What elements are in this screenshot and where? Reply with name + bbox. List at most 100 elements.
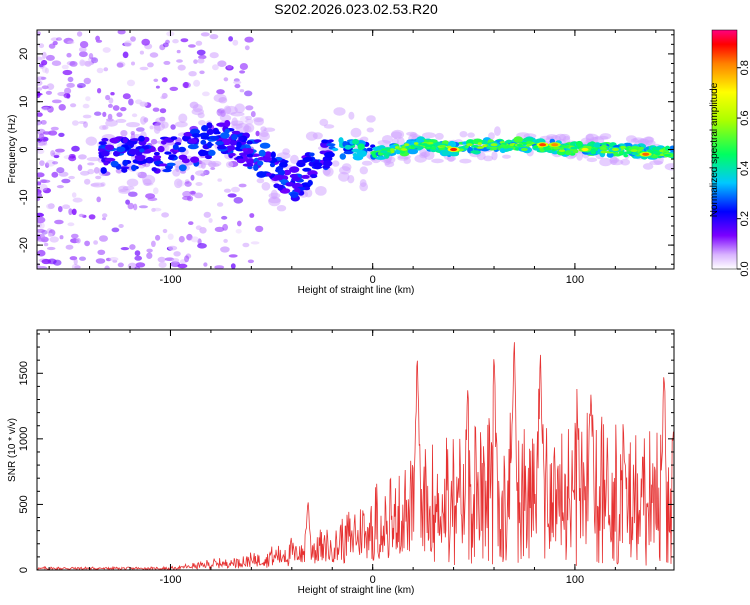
core-blob xyxy=(663,153,672,157)
noise-blob xyxy=(51,171,59,178)
ridge-blob xyxy=(200,136,211,140)
noise-blob xyxy=(54,219,64,225)
noise-blob xyxy=(158,261,167,268)
noise-blob xyxy=(48,232,53,237)
noise-blob xyxy=(120,247,130,251)
noise-blob xyxy=(107,103,113,108)
halo-blob xyxy=(562,135,571,144)
ridge-blob xyxy=(229,140,237,146)
snr-frame xyxy=(36,329,675,571)
noise-blob xyxy=(127,202,134,210)
halo-blob xyxy=(191,108,204,116)
ridge-blob xyxy=(606,152,614,158)
halo-blob xyxy=(397,137,405,147)
noise-blob xyxy=(62,69,73,76)
ridge-blob xyxy=(247,153,254,158)
noise-blob xyxy=(63,93,71,99)
colorbar-tick-label: 0.4 xyxy=(739,161,750,176)
noise-blob xyxy=(250,111,256,118)
noise-blob xyxy=(42,187,52,194)
core-blob xyxy=(477,142,482,146)
snr-series-line xyxy=(37,342,674,570)
noise-blob xyxy=(141,38,150,46)
halo-blob xyxy=(276,205,287,212)
snr-x-label: Height of straight line (km) xyxy=(298,585,415,596)
halo-blob xyxy=(315,186,327,196)
core-blob xyxy=(553,146,561,150)
noise-blob xyxy=(45,90,53,95)
halo-blob xyxy=(347,175,355,184)
noise-blob xyxy=(37,265,43,269)
x-tick-label: 0 xyxy=(370,274,376,286)
noise-blob xyxy=(222,223,229,231)
noise-blob xyxy=(70,103,77,108)
noise-blob xyxy=(88,53,94,60)
noise-blob xyxy=(79,256,86,261)
noise-blob xyxy=(200,32,210,37)
core-blob xyxy=(620,145,626,149)
ridge-blob xyxy=(164,151,172,155)
noise-blob xyxy=(58,104,66,111)
ridge-blob xyxy=(168,154,177,158)
colorbar-label: Normalized spectral amplitude xyxy=(709,82,720,217)
ridge-blob xyxy=(104,157,116,162)
noise-blob xyxy=(71,233,79,239)
noise-blob xyxy=(37,172,45,178)
ridge-blob xyxy=(128,148,138,155)
halo-blob xyxy=(87,168,95,175)
noise-blob xyxy=(41,59,48,66)
ridge-blob xyxy=(153,151,160,156)
halo-blob xyxy=(140,116,147,125)
noise-blob xyxy=(96,67,104,74)
colorbar-ticks: 0.0 0.2 0.4 0.6 0.8 xyxy=(737,60,750,277)
noise-blob xyxy=(117,262,124,268)
noise-blob xyxy=(116,62,124,68)
noise-blob xyxy=(177,64,186,71)
core-blob xyxy=(413,142,419,145)
noise-blob xyxy=(71,208,77,215)
ridge-blob xyxy=(302,167,312,172)
noise-blob xyxy=(37,87,43,91)
ridge-blob xyxy=(226,145,236,152)
ridge-blob xyxy=(153,155,162,159)
x-tick-label: 100 xyxy=(566,574,584,586)
noise-blob xyxy=(177,263,188,269)
noise-blob xyxy=(245,105,254,111)
noise-blob xyxy=(216,202,224,207)
noise-blob xyxy=(232,39,239,46)
noise-blob xyxy=(109,257,119,262)
ridge-blob xyxy=(339,153,346,160)
noise-blob xyxy=(176,59,183,63)
x-tick-label: -100 xyxy=(159,574,181,586)
halo-blob xyxy=(290,154,299,164)
core-blob xyxy=(526,141,533,144)
halo-blob xyxy=(172,169,181,177)
halo-blob xyxy=(175,121,188,128)
noise-blob xyxy=(64,87,72,95)
ridge-blob xyxy=(172,144,179,150)
noise-blob xyxy=(139,66,149,71)
core-blob xyxy=(401,145,406,149)
noise-blob xyxy=(120,107,127,112)
ridge-blob xyxy=(103,161,109,166)
noise-blob xyxy=(149,52,159,58)
noise-blob xyxy=(226,161,234,168)
noise-blob xyxy=(65,244,74,250)
halo-blob xyxy=(630,138,639,144)
noise-blob xyxy=(96,196,101,203)
ridge-blob xyxy=(470,150,481,154)
noise-blob xyxy=(182,195,192,201)
ridge-blob xyxy=(151,167,158,172)
noise-blob xyxy=(102,47,111,53)
noise-blob xyxy=(198,54,207,60)
halo-blob xyxy=(599,157,612,167)
core-blob xyxy=(631,152,639,156)
core-blob xyxy=(466,143,473,147)
noise-blob xyxy=(94,111,102,116)
noise-blob xyxy=(37,77,41,84)
ridge-blob xyxy=(224,128,230,134)
ridge-blob xyxy=(170,136,178,141)
core-blob xyxy=(458,148,464,152)
ridge-blob xyxy=(593,142,600,148)
